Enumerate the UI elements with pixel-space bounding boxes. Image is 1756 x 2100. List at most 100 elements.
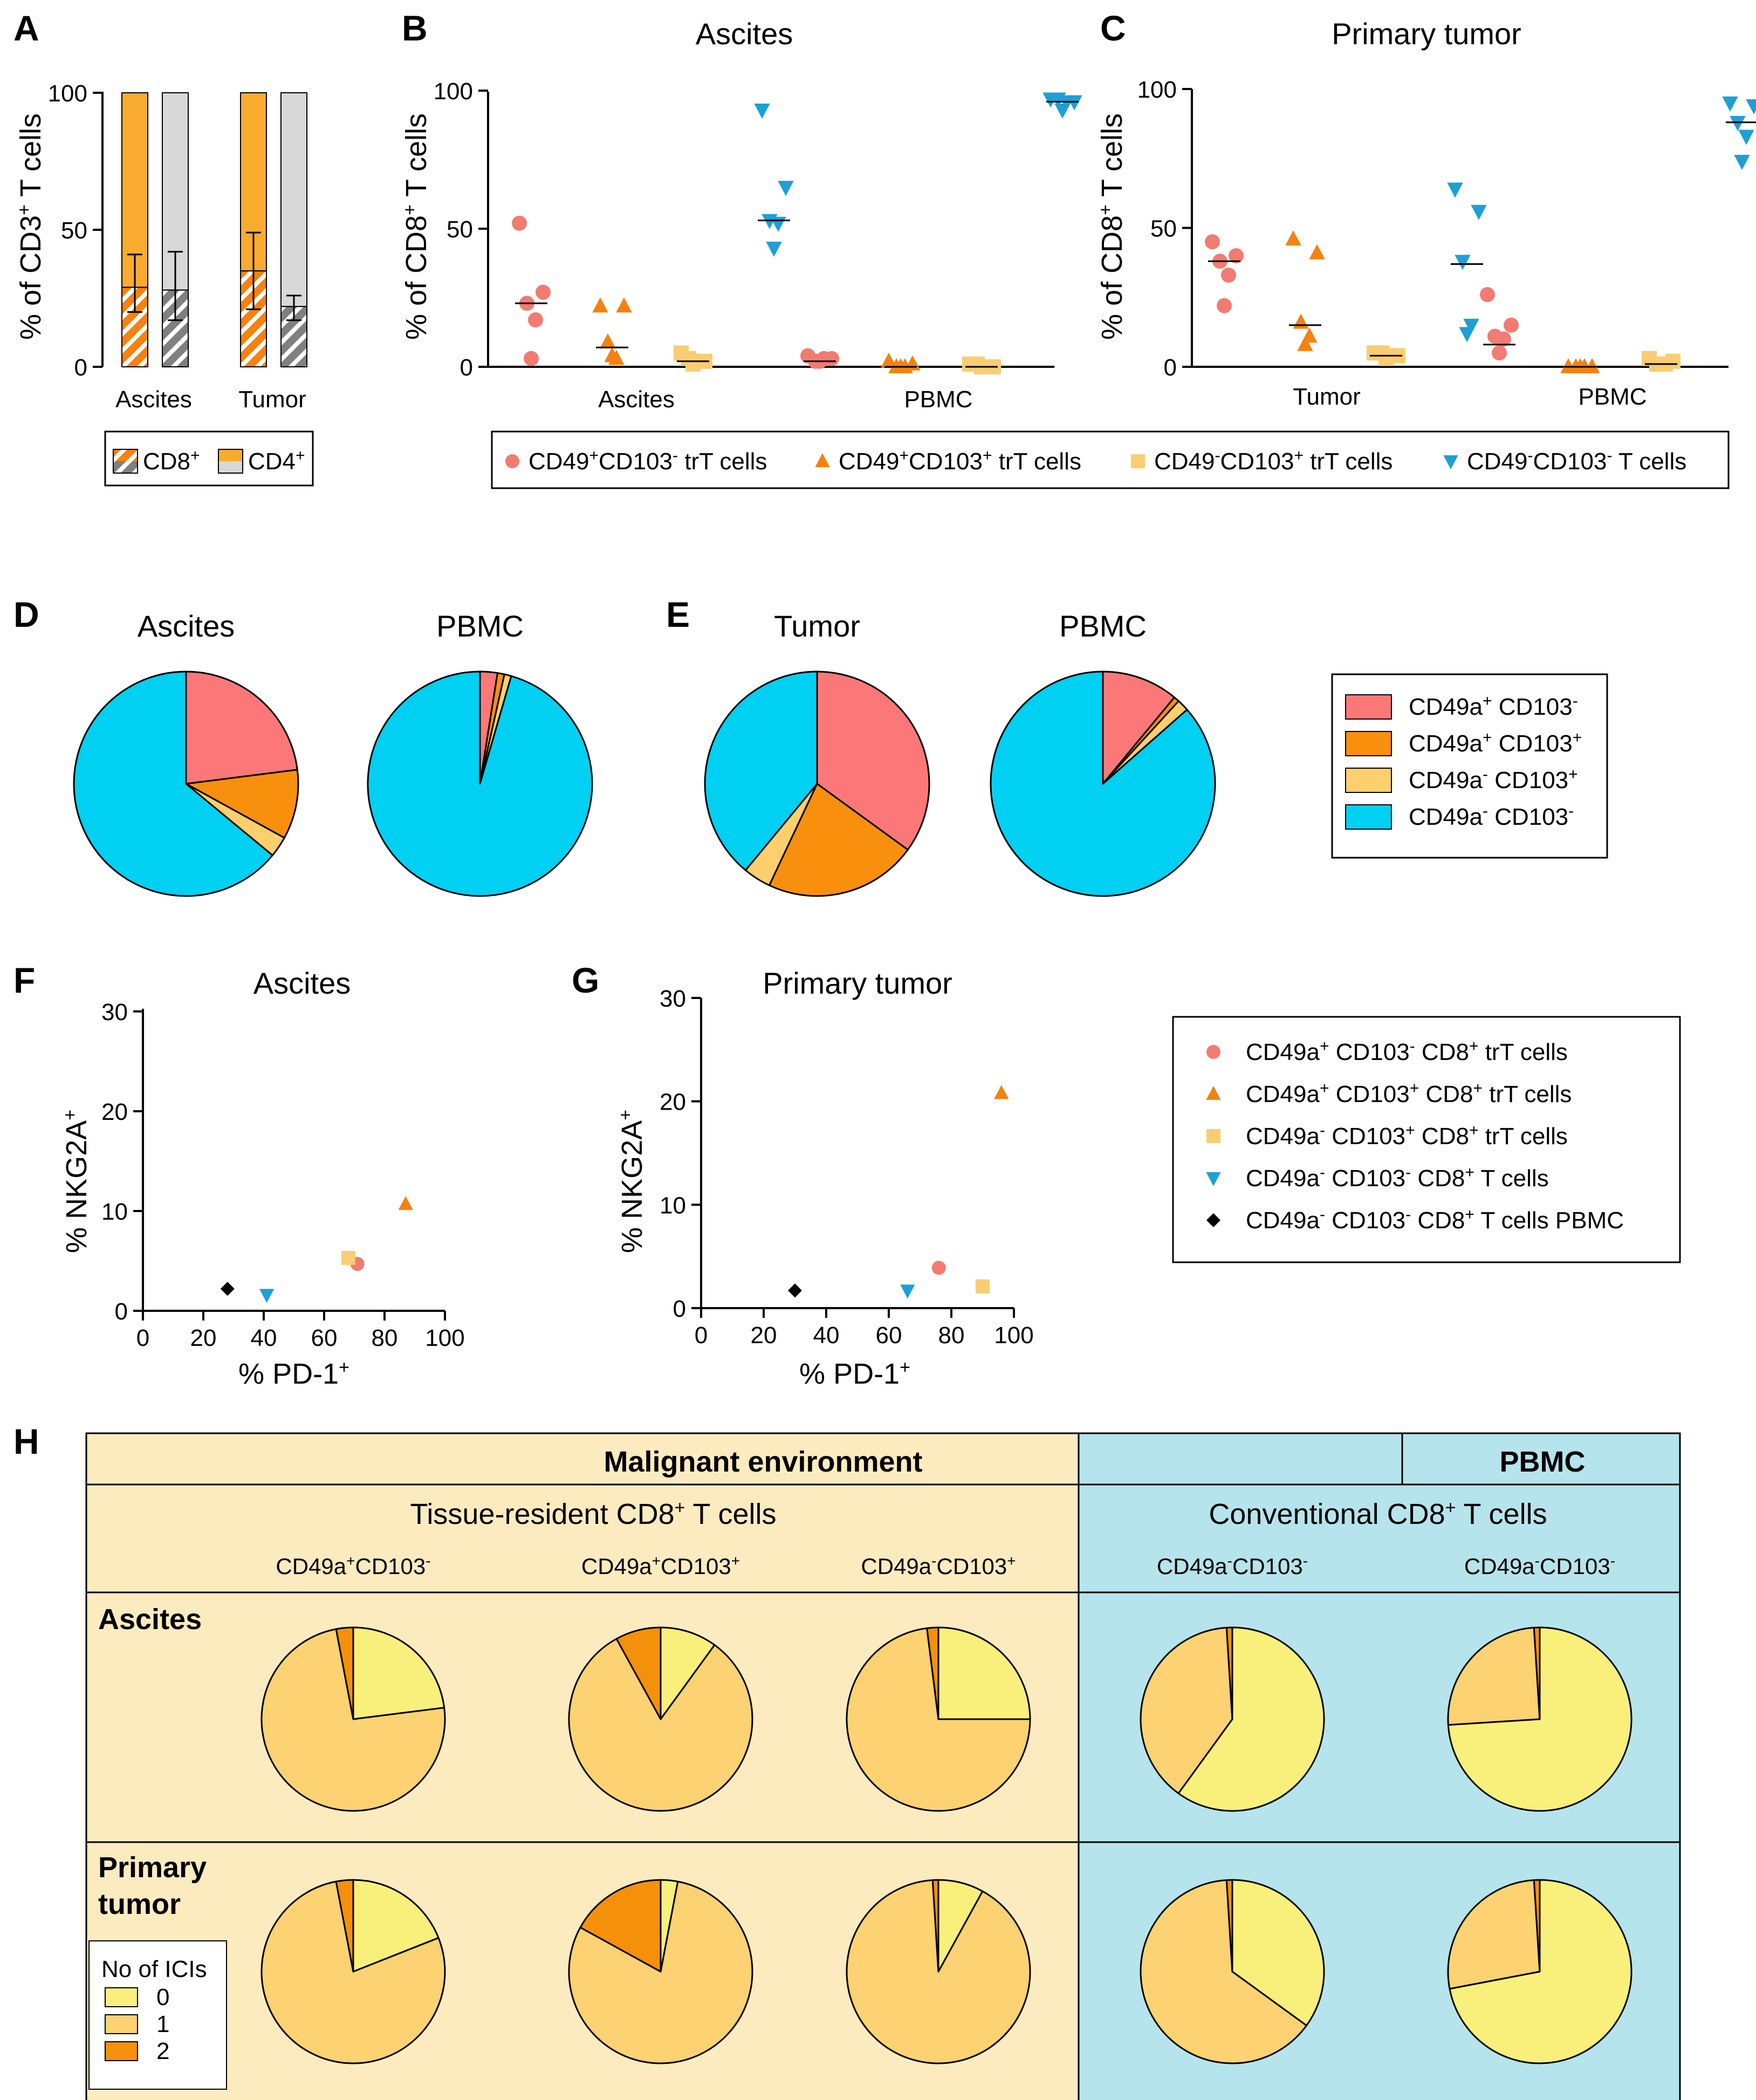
panel-g-xtick-label-4: 80 xyxy=(938,1322,965,1349)
h-pie-r1-c3-slice-2 xyxy=(1225,1879,1233,1973)
h-ici-legend-swatch-1 xyxy=(105,2014,138,2034)
panel-c-point-s1-g0-0 xyxy=(1285,230,1301,245)
legend-fg-label-part: + xyxy=(1320,1037,1329,1055)
legend-fg-label-part: trT cells xyxy=(1478,1039,1567,1065)
h-row-label-primary: Primary xyxy=(98,1851,207,1884)
panel-g: G Primary tumor % NKG2A+ % PD-1+ 0 10 20 30… xyxy=(572,960,1034,1390)
panel-c-point-s1-g0-2 xyxy=(1293,313,1309,329)
legend-fg-label-part: T cells PBMC xyxy=(1474,1207,1624,1234)
pies-de xyxy=(73,671,1216,897)
legend-bc-label-part: - xyxy=(1215,447,1220,464)
panel-b-point-s0-g0-1 xyxy=(536,284,551,300)
pie-e-3 xyxy=(990,671,1216,897)
panel-g-xtick-label-1: 20 xyxy=(751,1322,777,1349)
legend-fg-label-part: CD8 xyxy=(1415,1123,1469,1150)
panel-c-point-s3-g1-2 xyxy=(1730,115,1746,131)
h-row-label-tumor: tumor xyxy=(98,1888,181,1920)
panel-c-ylabel: % of CD8+ T cells xyxy=(1095,113,1128,340)
panel-b-point-s0-g0-0 xyxy=(512,215,527,231)
panel-b-category-pbmc: PBMC xyxy=(904,386,972,413)
h-column-header-part: CD103 xyxy=(1540,1554,1610,1579)
h-ici-legend-label-2: 2 xyxy=(156,2038,169,2064)
panel-f-point-2 xyxy=(341,1250,355,1265)
legend-de-swatch-0 xyxy=(1345,694,1392,720)
legend-fg-marker-4 xyxy=(1206,1213,1220,1227)
legend-de-label-part: - xyxy=(1483,802,1488,820)
panel-g-ytick-label-1: 10 xyxy=(660,1192,686,1219)
h-column-header-part: - xyxy=(1227,1552,1232,1569)
legend-fg-label-part: + xyxy=(1469,1037,1479,1055)
pie-d-0-slice-1 xyxy=(185,769,299,839)
panel-c-points xyxy=(1205,96,1756,373)
legend-bc-label-1: CD49+CD103+ trT cells xyxy=(839,447,1081,475)
legend-fg-box xyxy=(1172,1016,1681,1263)
panel-a-legend-cd8: CD8+ xyxy=(113,447,200,475)
legend-bc-label-part: CD103 xyxy=(909,448,983,475)
panel-c-point-s0-g1-1 xyxy=(1504,317,1519,333)
panel-b-point-s1-g0-1 xyxy=(616,297,632,313)
h-pie-r0-c3-slice-0 xyxy=(1177,1626,1325,1812)
legend-cd8-label: CD8+ xyxy=(143,447,200,475)
panel-b-point-s1-g1-4 xyxy=(893,358,909,373)
legend-fg-item-2: CD49a- CD103+ CD8+ trT cells xyxy=(1206,1121,1568,1150)
panel-g-xtick-label-0: 0 xyxy=(695,1322,708,1349)
legend-fg-label-part: CD49a xyxy=(1246,1039,1320,1065)
panel-letter-d: D xyxy=(13,594,39,634)
panel-c-category-tumor: Tumor xyxy=(1293,384,1361,410)
legend-cd4-swatch-top xyxy=(218,449,243,461)
panel-b-point-s1-g0-2 xyxy=(600,333,616,348)
legend-bc-label-part: CD49 xyxy=(1467,448,1528,475)
panel-f-ylabel: % NKG2A+ xyxy=(60,1110,93,1253)
h-table-border xyxy=(85,1432,1681,2100)
h-column-header-4: CD49a-CD103- xyxy=(1464,1552,1615,1579)
panel-a-bars xyxy=(121,92,307,368)
panel-c-point-s3-g1-1 xyxy=(1746,99,1756,114)
legend-fg-label-part: CD103 xyxy=(1325,1123,1405,1150)
panel-letter-h: H xyxy=(13,1421,39,1461)
panel-c-point-s3-g1-0 xyxy=(1722,96,1738,112)
legend-de-swatch-2 xyxy=(1345,768,1392,793)
panel-b-point-s1-g1-0 xyxy=(881,352,897,368)
legend-bc-item-1: CD49+CD103+ trT cells xyxy=(815,447,1081,475)
legend-de-item-3: CD49a- CD103- xyxy=(1345,802,1574,831)
panel-b-ylabel: % of CD8+ T cells xyxy=(400,113,433,340)
legend-de-label-3: CD49a- CD103- xyxy=(1409,802,1574,831)
legend-bc-label-part: CD103 xyxy=(1220,448,1294,475)
legend-bc-label-part: - xyxy=(1528,447,1533,464)
panel-c-point-s0-g0-4 xyxy=(1217,298,1232,313)
h-pie-r1-c4 xyxy=(1447,1879,1632,2064)
h-pie-r1-c1 xyxy=(568,1879,753,2064)
legend-bc-label-part: + xyxy=(589,447,599,464)
legend-cd4-swatch-bottom xyxy=(218,461,243,473)
legend-fg-label-part: T cells xyxy=(1474,1165,1549,1192)
panel-f: F Ascites % NKG2A+ % PD-1+ 0 10 20 30 0 20 40 6… xyxy=(13,960,465,1390)
panel-a: A % of CD3+ T cells 0 50 100 Ascites Tumor… xyxy=(13,8,314,487)
panel-c-point-s3-g0-0 xyxy=(1447,182,1463,198)
pie-d-0-slice-0 xyxy=(185,671,298,785)
h-column-header-part: + xyxy=(1007,1552,1016,1569)
legend-de-label-0: CD49a+ CD103- xyxy=(1409,692,1578,721)
legend-fg-label-part: trT cells xyxy=(1478,1123,1567,1150)
h-pie-r1-c0-slice-0 xyxy=(352,1879,440,1973)
legend-bc-label-part: CD103 xyxy=(599,448,673,475)
h-ici-legend-label-0: 0 xyxy=(156,1984,169,2010)
h-column-header-part: CD103 xyxy=(1232,1554,1303,1579)
legend-bc-label-part: CD49 xyxy=(839,448,900,475)
pie-e-3-slice-3 xyxy=(990,671,1216,897)
legend-bc-label-part: CD49 xyxy=(1154,448,1215,475)
panel-letter-f: F xyxy=(13,960,35,1000)
legend-fg-label-part: - xyxy=(1410,1037,1415,1055)
legend-de-item-2: CD49a- CD103+ xyxy=(1345,765,1578,794)
panel-b-point-s3-g0-4 xyxy=(766,241,782,257)
panel-a-group-label-tumor: Tumor xyxy=(238,386,306,413)
panel-b-point-s3-g1-3 xyxy=(1059,95,1075,111)
legend-bc-label-part: trT cells xyxy=(992,448,1081,475)
h-column-header-part: CD49a xyxy=(276,1554,346,1579)
h-pie-r1-c4-slice-2 xyxy=(1533,1879,1541,1973)
panel-c: C Primary tumor % of CD8+ T cells 0 50 100… xyxy=(1095,8,1756,410)
legend-de-label-2: CD49a- CD103+ xyxy=(1409,765,1578,794)
legend-fg-label-part: CD8 xyxy=(1411,1165,1465,1192)
legend-bc-label-part: CD103 xyxy=(1533,448,1607,475)
panel-c-point-s1-g0-1 xyxy=(1309,244,1325,259)
